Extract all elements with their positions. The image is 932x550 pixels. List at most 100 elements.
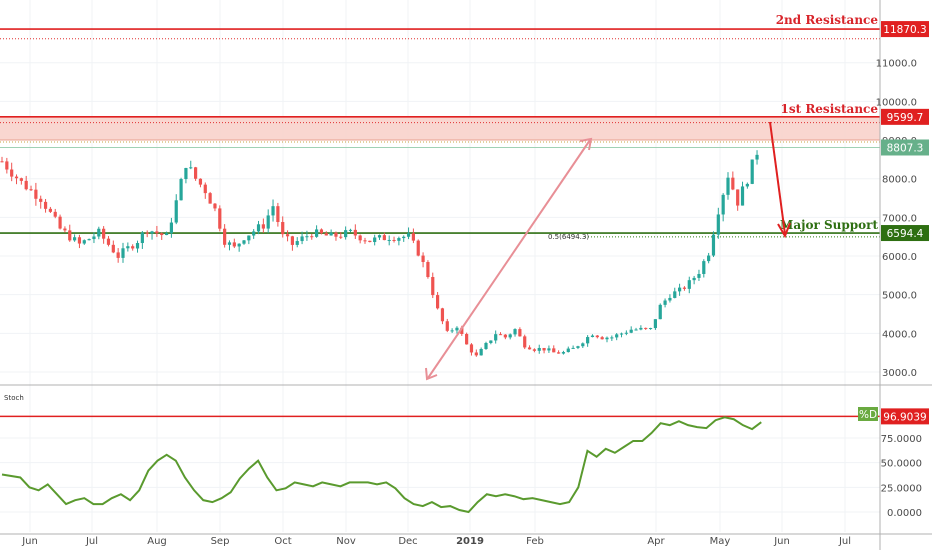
candle-body bbox=[174, 200, 178, 223]
candle-body bbox=[445, 321, 449, 331]
price-tag-text: 9599.7 bbox=[887, 112, 924, 124]
x-tick-label: 2019 bbox=[456, 536, 484, 547]
candle-body bbox=[653, 319, 657, 329]
candle-body bbox=[426, 261, 430, 278]
candle-body bbox=[629, 329, 633, 333]
candle-body bbox=[227, 242, 232, 245]
candle-body bbox=[697, 273, 701, 278]
candle-body bbox=[634, 329, 638, 331]
candle-body bbox=[145, 232, 149, 234]
x-tick-label: Jun bbox=[773, 536, 790, 547]
candle-body bbox=[73, 237, 77, 241]
candle-body bbox=[43, 201, 48, 209]
candle-body bbox=[155, 231, 159, 234]
candle-body bbox=[377, 235, 382, 238]
stoch-tag-text: 96.9039 bbox=[883, 411, 926, 423]
x-tick-label: May bbox=[710, 536, 731, 547]
y-tick-label: 4000.0 bbox=[882, 329, 917, 340]
candle-body bbox=[576, 346, 580, 348]
candle-body bbox=[658, 304, 662, 320]
candle-body bbox=[663, 300, 667, 305]
fib-label: 0.5(6494.3) bbox=[548, 233, 589, 241]
y-tick-label: 8000.0 bbox=[882, 175, 917, 186]
candle-body bbox=[106, 238, 111, 245]
x-tick-label: Apr bbox=[647, 536, 665, 547]
candle-body bbox=[431, 277, 435, 296]
candle-body bbox=[77, 237, 82, 244]
price-tag-bg bbox=[881, 21, 929, 38]
candle-body bbox=[421, 255, 425, 262]
candle-body bbox=[368, 240, 372, 243]
candle-body bbox=[595, 335, 599, 338]
candle-body bbox=[740, 186, 745, 206]
stoch-y-tick-label: 25.0000 bbox=[881, 483, 922, 494]
drawing-arrows bbox=[425, 121, 791, 381]
candle-body bbox=[232, 242, 236, 247]
candle-body bbox=[600, 337, 604, 340]
candle-body bbox=[150, 231, 154, 234]
candle-body bbox=[334, 232, 338, 237]
candle-body bbox=[310, 236, 314, 238]
candle-body bbox=[131, 246, 135, 249]
candle-body bbox=[392, 239, 396, 241]
candle-body bbox=[266, 215, 270, 229]
x-tick-label: Feb bbox=[526, 536, 544, 547]
x-tick-label: Jul bbox=[85, 536, 98, 547]
candle-body bbox=[92, 236, 96, 240]
candle-body bbox=[348, 229, 353, 231]
candle-body bbox=[305, 236, 309, 238]
resistance-zone bbox=[0, 116, 880, 141]
candle-body bbox=[189, 167, 193, 169]
candle-body bbox=[440, 308, 445, 322]
candle-body bbox=[135, 243, 140, 249]
y-tick-label: 10000.0 bbox=[876, 97, 917, 108]
price-tag-bg bbox=[881, 139, 929, 156]
price-tag-text: 8807.3 bbox=[887, 142, 924, 154]
candle-body bbox=[455, 327, 459, 331]
candle-body bbox=[668, 297, 672, 301]
candle-body bbox=[537, 347, 541, 351]
candle-body bbox=[53, 211, 57, 217]
candle-body bbox=[557, 352, 561, 354]
candle-body bbox=[363, 240, 367, 242]
candle-body bbox=[39, 198, 43, 202]
annotation-label: 1st Resistance bbox=[781, 102, 879, 116]
candle-body bbox=[203, 184, 207, 194]
candle-body bbox=[397, 238, 401, 241]
candle-body bbox=[508, 334, 512, 338]
grid bbox=[0, 0, 880, 532]
candle-body bbox=[542, 347, 546, 351]
candle-body bbox=[169, 222, 173, 234]
candle-body bbox=[503, 334, 507, 338]
candle-body bbox=[513, 329, 517, 335]
down-arrow-line bbox=[769, 121, 786, 235]
stoch-series-label: %D bbox=[859, 409, 877, 421]
y-tick-label: 6000.0 bbox=[882, 252, 917, 263]
candle-body bbox=[339, 236, 343, 238]
candle-body bbox=[610, 337, 614, 339]
candle-body bbox=[721, 194, 725, 215]
candle-body bbox=[126, 246, 130, 249]
candle-body bbox=[373, 237, 377, 243]
price-tag-bg bbox=[881, 108, 929, 125]
candle-body bbox=[295, 241, 299, 245]
candle-body bbox=[290, 236, 294, 245]
candle-body bbox=[256, 224, 261, 232]
candle-body bbox=[285, 234, 290, 237]
x-tick-label: Sep bbox=[211, 536, 230, 547]
candle-body bbox=[736, 189, 740, 206]
stoch-d-line bbox=[1, 416, 762, 514]
candle-body bbox=[436, 295, 440, 309]
candle-body bbox=[469, 344, 474, 353]
candle-body bbox=[121, 248, 125, 258]
candle-body bbox=[692, 277, 696, 281]
candle-body bbox=[484, 342, 488, 349]
y-tick-label: 11000.0 bbox=[876, 59, 917, 70]
candle-body bbox=[552, 348, 556, 353]
x-tick-label: Dec bbox=[398, 536, 417, 547]
candle-body bbox=[97, 228, 101, 237]
candle-body bbox=[5, 161, 9, 170]
candle-body bbox=[242, 240, 246, 244]
candle-body bbox=[450, 330, 454, 332]
